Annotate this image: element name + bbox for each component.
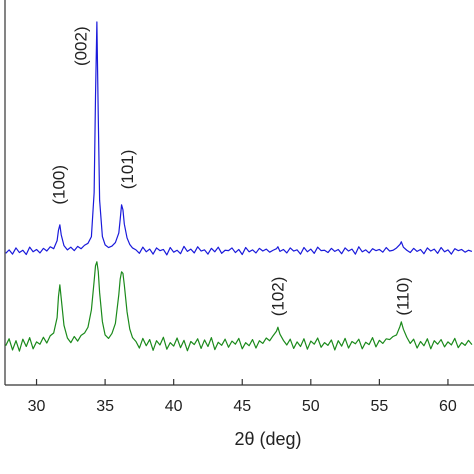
x-tick-label: 60 bbox=[439, 398, 457, 415]
peak-label: (002) bbox=[71, 26, 90, 66]
x-axis-title: 2θ (deg) bbox=[234, 429, 301, 449]
x-tick-label: 45 bbox=[233, 398, 251, 415]
peak-label: (102) bbox=[269, 277, 288, 317]
x-tick-label: 55 bbox=[370, 398, 388, 415]
peak-label: (101) bbox=[118, 150, 137, 190]
x-tick-label: 50 bbox=[302, 398, 320, 415]
peak-label: (110) bbox=[394, 277, 413, 315]
xrd-pattern bbox=[5, 261, 473, 352]
xrd-pattern bbox=[5, 21, 473, 256]
x-tick-label: 30 bbox=[28, 398, 46, 415]
x-tick-label: 40 bbox=[165, 398, 183, 415]
peak-label: (100) bbox=[49, 165, 68, 205]
x-tick-label: 35 bbox=[96, 398, 114, 415]
